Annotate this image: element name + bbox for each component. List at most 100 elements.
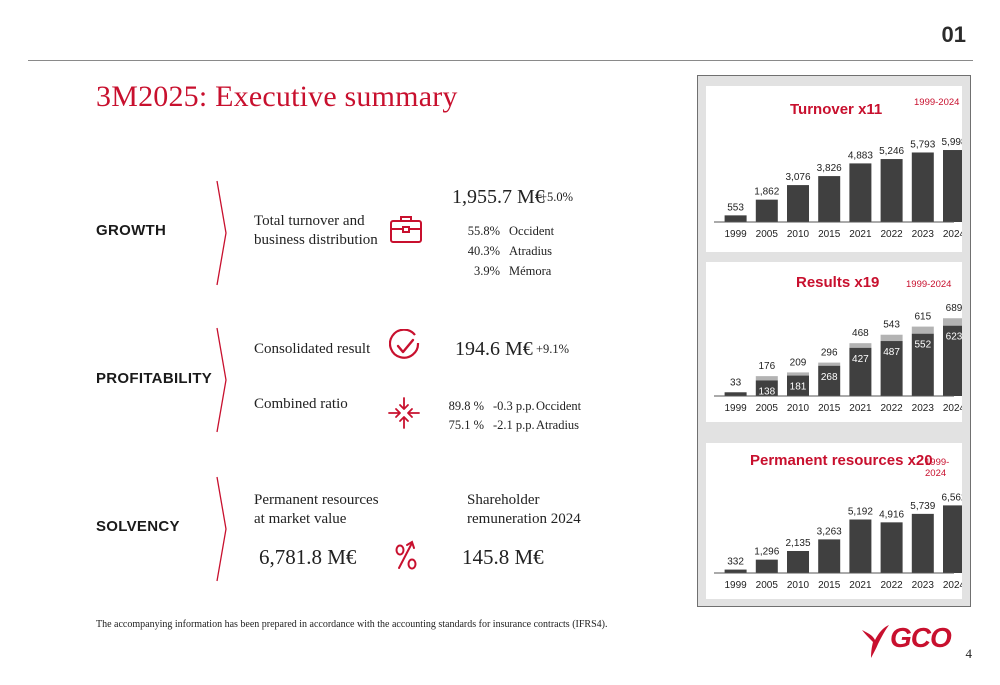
total-data-label: 296 xyxy=(821,348,838,359)
turnover-chart-subtitle: 1999-2024 xyxy=(914,97,960,108)
x-tick-label: 2005 xyxy=(756,229,779,240)
x-tick-label: 2023 xyxy=(912,580,935,591)
data-label: 5,246 xyxy=(879,146,904,157)
x-tick-label: 2015 xyxy=(818,403,841,414)
x-tick-label: 2024 xyxy=(943,403,962,414)
briefcase-icon xyxy=(389,214,423,244)
bar-segment-light xyxy=(787,372,809,376)
ratio-change-atradius: -2.1 p.p. xyxy=(493,418,535,432)
x-tick-label: 1999 xyxy=(724,403,747,414)
turnover-chart-title: Turnover x11 xyxy=(790,101,883,118)
growth-value: 1,955.7 M€ xyxy=(452,186,545,208)
bar xyxy=(787,185,809,222)
data-label: 6,562 xyxy=(941,492,962,503)
inner-data-label: 552 xyxy=(914,340,931,351)
resources-chart-title: Permanent resources x20 xyxy=(750,452,933,469)
data-label: 553 xyxy=(727,202,744,213)
bar xyxy=(880,522,903,573)
bar-segment-light xyxy=(880,334,903,342)
dist-name-atradius: Atradius xyxy=(509,244,553,258)
remuneration-value: 145.8 M€ xyxy=(462,545,544,569)
ratio-name-atradius: Atradius xyxy=(536,418,580,432)
total-data-label: 615 xyxy=(914,312,931,323)
x-tick-label: 2005 xyxy=(756,403,779,414)
inner-data-label: 487 xyxy=(883,347,900,358)
x-tick-label: 2005 xyxy=(756,580,779,591)
logo-text: GCO xyxy=(890,622,952,653)
ratio-value-occident: 89.8 % xyxy=(448,399,484,413)
growth-change: +5.0% xyxy=(540,190,574,204)
resources-chart-box: Permanent resources x20 1999-2024 332 1,2… xyxy=(706,443,962,599)
total-data-label: 468 xyxy=(852,328,869,339)
ratio-name-occident: Occident xyxy=(536,399,582,413)
result-change: +9.1% xyxy=(536,342,570,356)
growth-label: GROWTH xyxy=(96,222,167,239)
x-tick-label: 2021 xyxy=(849,403,872,414)
total-data-label: 33 xyxy=(730,377,742,388)
data-label: 2,135 xyxy=(785,538,810,549)
x-tick-label: 2021 xyxy=(849,229,872,240)
bar xyxy=(911,513,934,573)
data-label: 3,826 xyxy=(817,163,842,174)
x-tick-label: 2022 xyxy=(880,580,903,591)
section-number: 01 xyxy=(941,22,966,47)
growth-brace xyxy=(215,180,229,291)
bar-segment-light xyxy=(818,362,841,366)
bar-segment-dark xyxy=(849,347,872,396)
turnover-chart-box: Turnover x11 1999-2024 553 1,862 3,076 3,82… xyxy=(706,86,962,252)
bar xyxy=(724,392,747,396)
solvency-brace xyxy=(215,476,229,587)
bar-segment-light xyxy=(943,318,962,326)
header-divider xyxy=(28,60,973,61)
total-data-label: 689 xyxy=(946,303,962,314)
inner-data-label: 268 xyxy=(821,372,838,383)
bar xyxy=(724,569,747,573)
results-chart-subtitle: 1999-2024 xyxy=(906,279,952,290)
bar xyxy=(818,176,841,222)
bar xyxy=(755,199,778,222)
resources-chart: 332 1,296 2,135 3,263 5,192 4,916 5,739 6,562 19… xyxy=(714,492,962,591)
x-tick-label: 2023 xyxy=(912,229,935,240)
data-label: 5,739 xyxy=(910,501,935,512)
x-tick-label: 2021 xyxy=(849,580,872,591)
bar-segment-light xyxy=(849,343,872,348)
x-tick-label: 2022 xyxy=(880,403,903,414)
ratio-change-occident: -0.3 p.p. xyxy=(493,399,535,413)
dist-pct-occident: 55.8% xyxy=(467,224,500,238)
profitability-label: PROFITABILITY xyxy=(96,370,213,387)
bar-segment-dark xyxy=(787,375,809,396)
total-data-label: 209 xyxy=(790,357,807,368)
results-chart: 33 138 176 181 209 268 296 427 468 487 543 552 615 62… xyxy=(714,303,962,414)
bar xyxy=(724,215,747,222)
data-label: 332 xyxy=(727,557,744,568)
growth-item-label: Total turnover and business distribution xyxy=(254,213,378,248)
total-data-label: 176 xyxy=(758,361,775,372)
bar-segment-dark xyxy=(755,380,778,396)
x-tick-label: 2024 xyxy=(943,229,962,240)
bar xyxy=(849,519,872,573)
x-tick-label: 1999 xyxy=(724,580,747,591)
x-tick-label: 2010 xyxy=(787,403,810,414)
result-label: Consolidated result xyxy=(254,341,371,357)
charts-panel: Turnover x11 1999-2024 553 1,862 3,076 3,82… xyxy=(697,75,971,607)
x-tick-label: 2010 xyxy=(787,229,810,240)
bar-segment-light xyxy=(755,376,778,381)
results-chart-title: Results x19 xyxy=(796,274,880,291)
data-label: 4,916 xyxy=(879,509,904,520)
resources-label: Permanent resources at market value xyxy=(254,492,379,527)
bar xyxy=(943,150,962,222)
inner-data-label: 427 xyxy=(852,354,869,365)
x-tick-label: 2010 xyxy=(787,580,810,591)
check-circle-icon xyxy=(389,329,421,363)
bar-segment-dark xyxy=(880,341,903,396)
page-number: 4 xyxy=(965,646,973,661)
bar xyxy=(849,163,872,222)
percent-up-icon xyxy=(393,540,419,572)
dist-name-memora: Mémora xyxy=(509,264,552,278)
data-label: 5,793 xyxy=(910,139,935,150)
data-label: 1,862 xyxy=(754,187,779,198)
dist-name-occident: Occident xyxy=(509,224,555,238)
data-label: 5,192 xyxy=(848,507,873,518)
x-tick-label: 2022 xyxy=(880,229,903,240)
gco-bird-icon xyxy=(862,625,889,658)
